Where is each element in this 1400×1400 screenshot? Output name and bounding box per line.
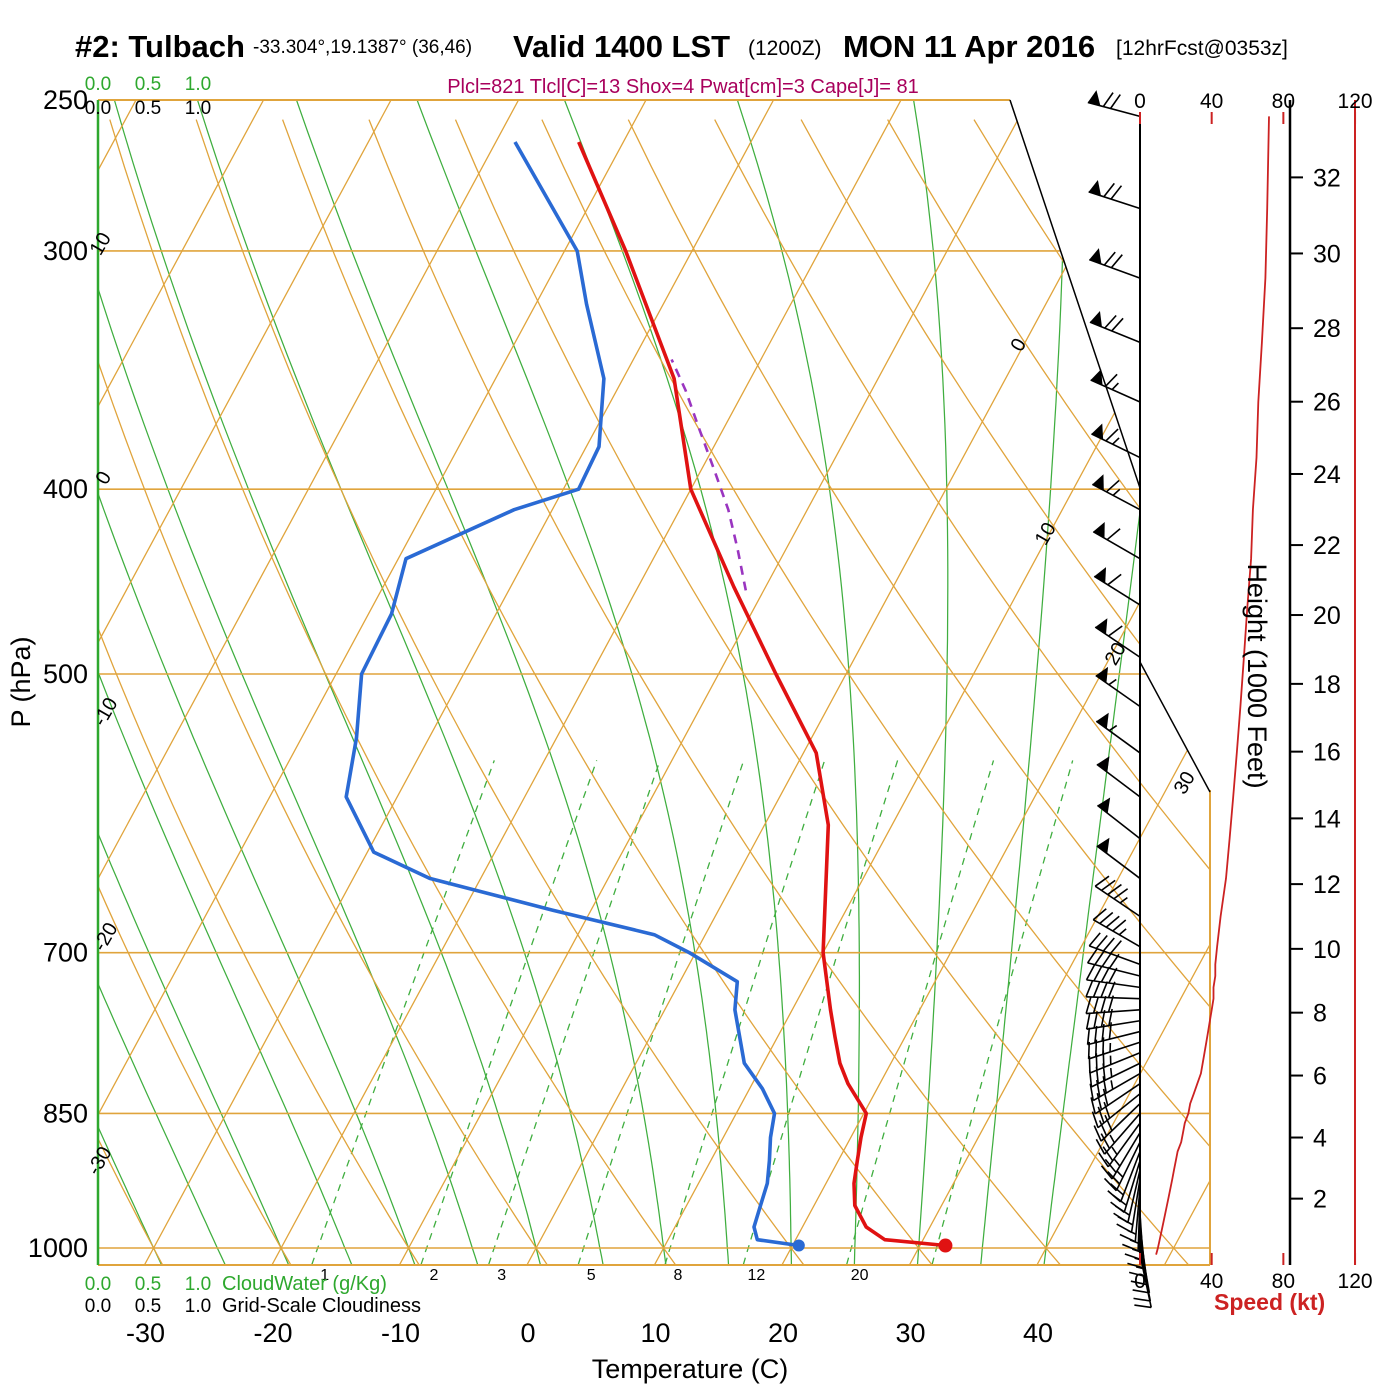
svg-text:-30: -30: [83, 1143, 117, 1179]
svg-text:40: 40: [1200, 90, 1223, 113]
svg-text:250: 250: [43, 85, 88, 115]
svg-text:10: 10: [1031, 519, 1061, 549]
pressure-axis-title: P (hPa): [6, 636, 36, 727]
skewt-background-grid: [98, 100, 1210, 1265]
svg-text:0: 0: [1134, 90, 1146, 113]
svg-text:850: 850: [43, 1098, 88, 1128]
valid-date: MON 11 Apr 2016: [843, 29, 1095, 64]
station-title: #2: Tulbach: [75, 29, 245, 64]
svg-text:0: 0: [1134, 1270, 1146, 1293]
surface-markers: [792, 1238, 953, 1253]
zulu-time: (1200Z): [748, 37, 822, 60]
speed-axis-title: Speed (kt): [1214, 1289, 1325, 1315]
svg-text:-20: -20: [89, 919, 123, 955]
cloudiness-axis-title: Grid-Scale Cloudiness: [222, 1295, 421, 1317]
svg-text:22: 22: [1313, 532, 1341, 560]
svg-text:24: 24: [1313, 461, 1341, 489]
plot-frame: [96, 99, 1356, 1266]
valid-time: Valid 1400 LST: [513, 29, 730, 64]
svg-text:18: 18: [1313, 671, 1341, 699]
svg-text:20: 20: [1101, 639, 1131, 669]
svg-text:-10: -10: [381, 1318, 420, 1348]
svg-text:2: 2: [1313, 1186, 1327, 1214]
svg-text:14: 14: [1313, 805, 1341, 833]
svg-text:10: 10: [86, 229, 116, 259]
cloudwater-scale-bottom-0: 0.0: [85, 1274, 111, 1295]
svg-text:-10: -10: [89, 694, 123, 730]
svg-text:-20: -20: [253, 1318, 292, 1348]
cloudwater-axis-title: CloudWater (g/Kg): [222, 1273, 387, 1295]
svg-text:32: 32: [1313, 164, 1341, 192]
svg-text:10: 10: [1313, 936, 1341, 964]
cloudiness-scale-top-1: 0.5: [135, 98, 161, 119]
svg-text:20: 20: [1313, 602, 1341, 630]
svg-text:8: 8: [1313, 1000, 1327, 1028]
svg-text:5: 5: [587, 1267, 596, 1284]
svg-text:10: 10: [640, 1318, 670, 1348]
cloudiness-scale-bottom-1: 0.5: [135, 1296, 161, 1317]
svg-text:8: 8: [674, 1267, 683, 1284]
svg-text:40: 40: [1023, 1318, 1053, 1348]
svg-text:300: 300: [43, 236, 88, 266]
svg-text:30: 30: [895, 1318, 925, 1348]
svg-text:80: 80: [1272, 1270, 1295, 1293]
cloudiness-scale-top-0: 0.0: [85, 98, 111, 119]
svg-text:400: 400: [43, 474, 88, 504]
station-coords: -33.304°,19.1387° (36,46): [253, 37, 472, 58]
wind-barb-column: [1085, 90, 1270, 1309]
cloudwater-scale-bottom-1: 0.5: [135, 1274, 161, 1295]
svg-text:3: 3: [497, 1267, 506, 1284]
svg-text:0: 0: [520, 1318, 535, 1348]
svg-text:6: 6: [1313, 1063, 1327, 1091]
svg-text:120: 120: [1338, 90, 1373, 113]
svg-text:16: 16: [1313, 739, 1341, 767]
height-axis-title: Height (1000 Feet): [1242, 563, 1272, 788]
svg-text:30: 30: [1170, 768, 1200, 798]
svg-text:1: 1: [320, 1267, 329, 1284]
cloudiness-scale-top-2: 1.0: [185, 98, 211, 119]
cloudwater-scale-top-1: 0.5: [135, 74, 161, 95]
svg-text:700: 700: [43, 938, 88, 968]
svg-text:0: 0: [91, 468, 116, 489]
cloudwater-scale-top-2: 1.0: [185, 74, 211, 95]
cloudwater-scale-top-0: 0.0: [85, 74, 111, 95]
svg-text:-30: -30: [126, 1318, 165, 1348]
svg-text:2: 2: [430, 1267, 439, 1284]
indices-line: Plcl=821 Tlcl[C]=13 Shox=4 Pwat[cm]=3 Ca…: [447, 76, 919, 98]
svg-text:20: 20: [851, 1267, 869, 1284]
svg-text:500: 500: [43, 659, 88, 689]
svg-text:26: 26: [1313, 389, 1341, 417]
temperature-axis-title: Temperature (C): [592, 1354, 789, 1384]
cloudiness-scale-bottom-0: 0.0: [85, 1296, 111, 1317]
svg-text:4: 4: [1313, 1125, 1327, 1153]
svg-text:30: 30: [1313, 240, 1341, 268]
svg-text:120: 120: [1338, 1270, 1373, 1293]
cloudiness-scale-bottom-2: 1.0: [185, 1296, 211, 1317]
svg-text:12: 12: [747, 1267, 765, 1284]
svg-text:28: 28: [1313, 315, 1341, 343]
svg-text:40: 40: [1200, 1270, 1223, 1293]
cloudwater-scale-bottom-2: 1.0: [185, 1274, 211, 1295]
svg-text:80: 80: [1272, 90, 1295, 113]
svg-text:12: 12: [1313, 871, 1341, 899]
svg-text:20: 20: [768, 1318, 798, 1348]
svg-text:1000: 1000: [28, 1233, 88, 1263]
sounding-profiles: [344, 141, 946, 1248]
forecast-tag: [12hrFcst@0353z]: [1116, 37, 1288, 60]
